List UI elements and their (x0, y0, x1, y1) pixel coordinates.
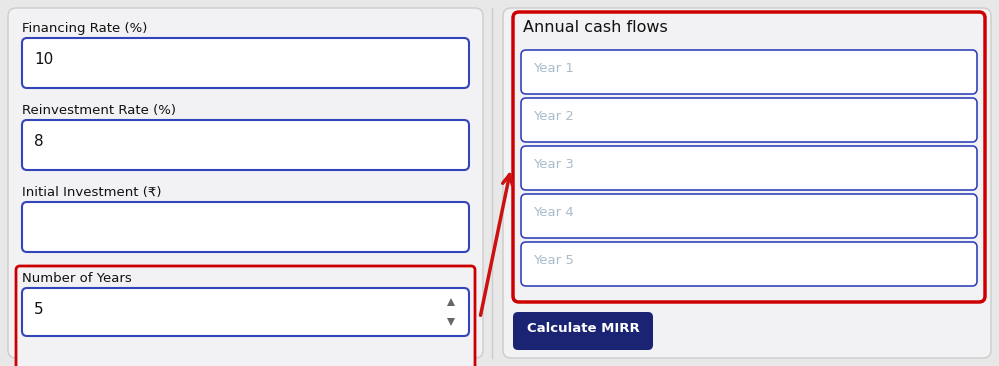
Text: Year 5: Year 5 (533, 254, 573, 267)
FancyBboxPatch shape (22, 288, 469, 336)
FancyBboxPatch shape (8, 8, 483, 358)
FancyBboxPatch shape (22, 38, 469, 88)
Polygon shape (447, 318, 455, 326)
Text: Reinvestment Rate (%): Reinvestment Rate (%) (22, 104, 176, 117)
FancyBboxPatch shape (521, 50, 977, 94)
Text: 5: 5 (34, 302, 44, 317)
Text: Year 2: Year 2 (533, 110, 573, 123)
Polygon shape (447, 298, 455, 306)
Text: Year 4: Year 4 (533, 206, 573, 219)
FancyBboxPatch shape (16, 266, 475, 366)
Text: Year 3: Year 3 (533, 158, 573, 171)
Text: 8: 8 (34, 134, 44, 149)
Text: Annual cash flows: Annual cash flows (523, 20, 667, 35)
Text: Calculate MIRR: Calculate MIRR (526, 322, 639, 335)
Text: Financing Rate (%): Financing Rate (%) (22, 22, 148, 35)
Text: 10: 10 (34, 52, 53, 67)
FancyBboxPatch shape (22, 120, 469, 170)
Text: Initial Investment (₹): Initial Investment (₹) (22, 186, 162, 199)
FancyBboxPatch shape (521, 194, 977, 238)
FancyBboxPatch shape (513, 12, 985, 302)
FancyBboxPatch shape (503, 8, 991, 358)
Text: Number of Years: Number of Years (22, 272, 132, 285)
FancyBboxPatch shape (521, 98, 977, 142)
FancyBboxPatch shape (521, 242, 977, 286)
FancyBboxPatch shape (513, 312, 653, 350)
Text: Year 1: Year 1 (533, 62, 573, 75)
FancyBboxPatch shape (521, 146, 977, 190)
FancyBboxPatch shape (22, 202, 469, 252)
